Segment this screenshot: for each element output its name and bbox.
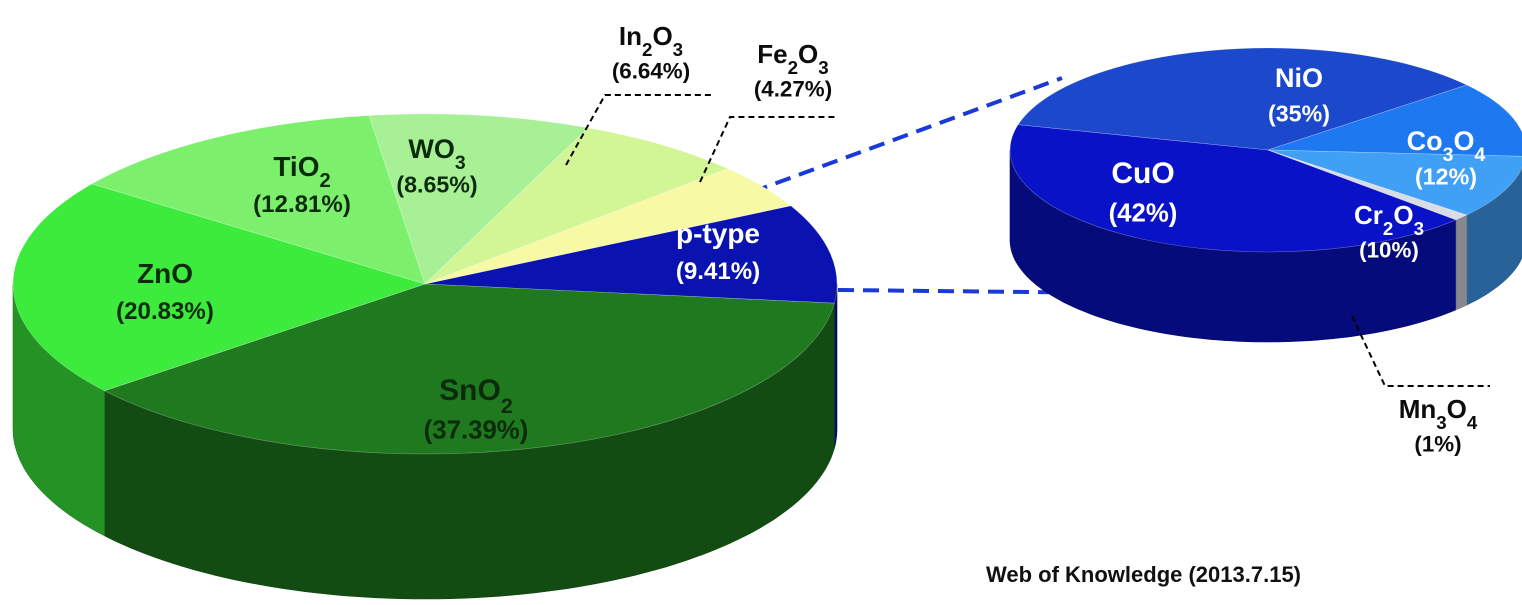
side-cuo	[1009, 149, 1457, 343]
right-cr2o3-label: Cr2O3	[1354, 200, 1424, 239]
right-nio-label: NiO	[1275, 63, 1323, 93]
left-fe2o3-percent: (4.27%)	[754, 76, 832, 101]
left-sno2-percent: (37.39%)	[424, 416, 529, 444]
left-sno2-label: SnO2	[439, 374, 513, 418]
right-pie-side-walls	[1009, 149, 1522, 343]
left-p-type-percent: (9.41%)	[676, 258, 760, 285]
right-co3o4-percent: (12%)	[1415, 164, 1477, 190]
right-co3o4-label: Co3O4	[1407, 126, 1486, 166]
left-fe2o3-label: Fe2O3	[757, 39, 828, 78]
slice-zno	[12, 183, 426, 392]
slice-p-type	[424, 205, 838, 304]
left-pie	[12, 113, 838, 600]
leader-line-fe2o3	[699, 116, 837, 183]
right-cr2o3-percent: (10%)	[1359, 237, 1419, 262]
connector-line-top	[751, 76, 1063, 194]
leader-line-in2o3	[565, 94, 712, 166]
left-in2o3-percent: (6.64%)	[612, 58, 690, 83]
connector-line-bottom	[837, 288, 1221, 296]
left-pie-side-walls	[12, 283, 838, 600]
left-wo3-percent: (8.65%)	[396, 172, 477, 198]
leader-line-mn3o4	[1351, 315, 1490, 387]
side-p-type	[834, 283, 838, 449]
slice-co3o4	[1267, 84, 1522, 157]
slice-mn3o4	[1267, 149, 1468, 221]
right-nio-percent: (35%)	[1268, 101, 1330, 127]
slice-wo3	[368, 113, 589, 285]
left-tio2-percent: (12.81%)	[253, 191, 351, 218]
side-mn3o4	[1455, 214, 1468, 311]
slice-sno2	[103, 283, 835, 455]
slice-cuo	[1009, 124, 1457, 253]
slice-in2o3	[424, 127, 729, 285]
left-tio2-label: TiO2	[273, 151, 330, 192]
left-zno-label: ZnO	[137, 258, 193, 289]
left-p-type-label: p-type	[676, 218, 760, 249]
source-note: Web of Knowledge (2013.7.15)	[986, 562, 1302, 587]
left-zno-percent: (20.83%)	[116, 298, 214, 325]
right-mn3o4-percent: (1%)	[1414, 431, 1461, 456]
slice-fe2o3	[424, 168, 792, 285]
right-mn3o4-label: Mn3O4	[1399, 394, 1478, 433]
slice-cr2o3	[1267, 149, 1522, 216]
right-cuo-percent: (42%)	[1109, 199, 1178, 227]
slice-nio	[1017, 47, 1468, 151]
right-pie	[1009, 47, 1522, 343]
left-in2o3-label: In2O3	[619, 21, 683, 60]
right-cuo-label: CuO	[1111, 157, 1174, 190]
left-wo3-label: WO3	[408, 134, 466, 174]
slice-tio2	[91, 115, 426, 285]
